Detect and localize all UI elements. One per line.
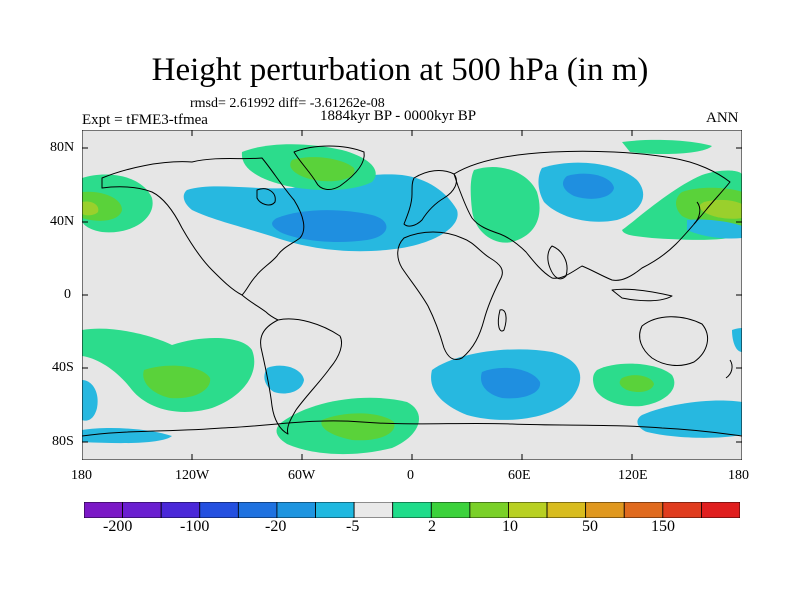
lon-label-0: 0 xyxy=(407,468,414,483)
coastline-central-america xyxy=(241,294,279,321)
coastline-greenland xyxy=(293,145,365,190)
coastline-new-zealand xyxy=(725,359,733,379)
anomaly-blob-ross-sea-blue xyxy=(82,428,172,444)
colorbar-box xyxy=(276,502,316,518)
coastline-africa xyxy=(397,231,503,361)
colorbar-box xyxy=(84,502,123,518)
colorbar-box xyxy=(662,502,702,518)
coastline-south-america xyxy=(260,318,343,435)
anomaly-blob-central-asia-core xyxy=(562,173,614,199)
colorbar-box xyxy=(160,502,201,518)
map-panel xyxy=(82,130,742,460)
colorbar-label: 2 xyxy=(428,518,436,535)
colorbar-box xyxy=(701,502,740,518)
anomaly-blob-north-pacific-east-blue xyxy=(687,219,742,239)
colorbar-box xyxy=(469,502,509,518)
colorbar-label: 10 xyxy=(502,518,518,535)
coastline-india xyxy=(547,245,568,280)
colorbar-label: 150 xyxy=(651,518,675,535)
lon-label-60e: 60E xyxy=(508,468,531,483)
anomaly-blob-australia-south-core xyxy=(619,375,654,392)
colorbar-box xyxy=(546,502,587,518)
lat-label-80s: 80S xyxy=(52,434,74,449)
stats-text: rmsd= 2.61992 diff= -3.61262e-08 xyxy=(190,96,385,111)
lon-label-180w: 180 xyxy=(71,468,92,483)
anomaly-blob-south-indian-core xyxy=(480,367,541,399)
coastline-hudson-bay xyxy=(256,188,276,206)
colorbar-label: -5 xyxy=(346,518,360,535)
colorbar-label: -200 xyxy=(103,518,133,535)
lat-label-80n: 80N xyxy=(50,140,75,155)
anomaly-blob-north-atlantic-core xyxy=(272,210,387,243)
anomaly-fields xyxy=(82,139,742,455)
coastline-madagascar xyxy=(497,309,507,332)
colorbar-box xyxy=(237,502,278,518)
coastline-japan xyxy=(693,201,701,225)
colorbar-box xyxy=(353,502,394,518)
anomaly-blob-south-america-blue xyxy=(264,365,304,394)
lon-label-120e: 120E xyxy=(618,468,648,483)
anomaly-blob-south-pacific-core xyxy=(143,365,211,399)
coastline-antarctica xyxy=(82,420,742,437)
anomaly-blob-greenland-core xyxy=(290,157,355,182)
colorbar-label: 50 xyxy=(582,518,598,535)
lat-label-40s: 40S xyxy=(52,360,74,375)
period-text: 1884kyr BP - 0000kyr BP xyxy=(320,108,477,124)
anomaly-blob-arctic-green-strip xyxy=(622,139,712,154)
colorbar-box xyxy=(392,502,432,518)
colorbar-box xyxy=(585,502,625,518)
coastline-asia xyxy=(453,150,731,281)
season-label: ANN xyxy=(706,110,739,126)
colorbar-box xyxy=(623,502,664,518)
coastlines xyxy=(82,145,742,437)
coastline-north-america xyxy=(101,157,305,296)
anomaly-blob-west-antarctic-blue xyxy=(82,380,98,421)
colorbar-label: -20 xyxy=(265,518,287,535)
lat-label-40n: 40N xyxy=(50,214,75,229)
anomaly-blob-west-pacific-peak xyxy=(82,201,99,216)
anomaly-blob-europe-green xyxy=(470,166,540,243)
colorbar-box xyxy=(199,502,239,518)
experiment-label: Expt = tFME3-tfmea xyxy=(82,112,208,128)
colorbar xyxy=(84,502,740,518)
colorbar-box xyxy=(508,502,548,518)
coastline-indonesia xyxy=(611,288,673,302)
coastline-australia xyxy=(639,316,709,366)
anomaly-blob-antarctic-atlantic-core xyxy=(321,413,395,441)
colorbar-label: -100 xyxy=(180,518,210,535)
lon-label-60w: 60W xyxy=(288,468,316,483)
lon-label-180e: 180 xyxy=(728,468,749,483)
colorbar-box xyxy=(430,502,471,518)
lat-label-0: 0 xyxy=(64,287,71,302)
plot-title: Height perturbation at 500 hPa (in m) xyxy=(151,52,649,88)
lon-label-120w: 120W xyxy=(175,468,210,483)
map-ticks xyxy=(82,130,742,460)
anomaly-blob-new-zealand-blue xyxy=(732,328,742,352)
colorbar-box xyxy=(122,502,162,518)
colorbar-box xyxy=(315,502,355,518)
